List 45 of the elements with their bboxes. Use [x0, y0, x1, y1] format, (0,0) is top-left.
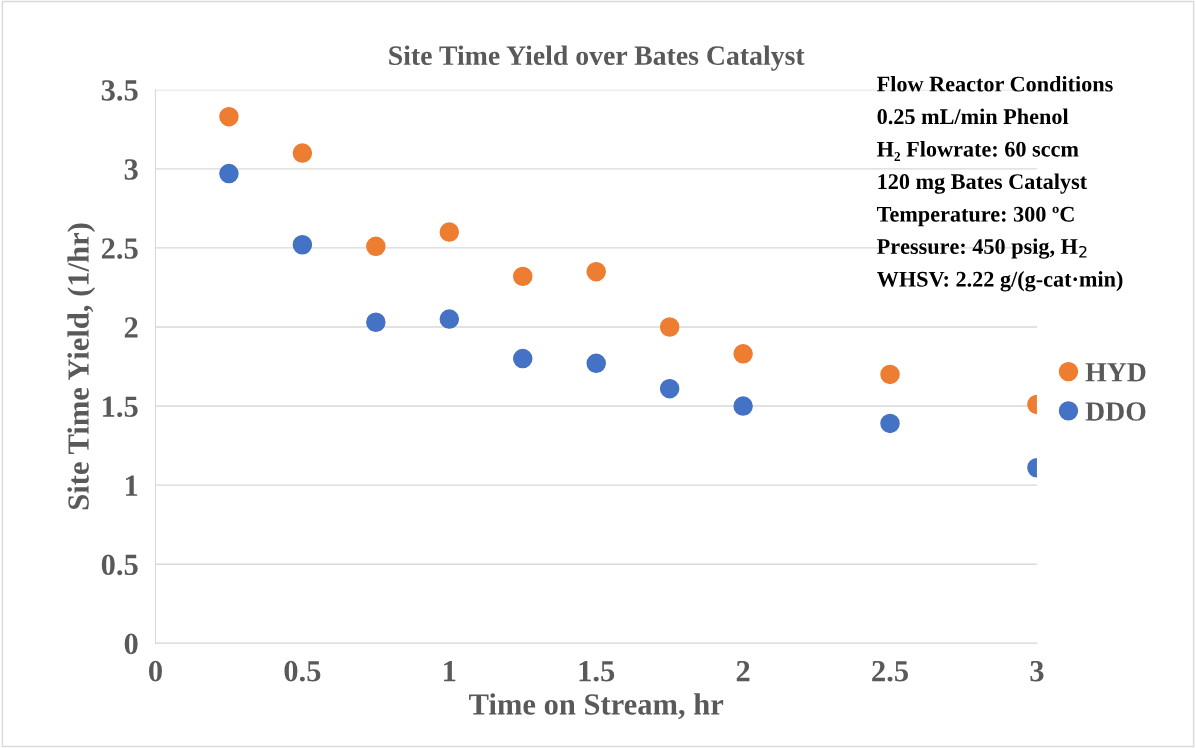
y-tick-label: 2	[124, 317, 138, 338]
annotation: WHSV: 2.22 g/(g-cat·min)	[876, 271, 1123, 292]
annotation: 120 mg Bates Catalyst	[878, 173, 1088, 194]
x-tick-label: 3	[1030, 660, 1044, 682]
annotation: Flow Reactor Conditions	[877, 75, 1113, 92]
y-tick-label: 2.5	[101, 238, 138, 259]
x-tick-label: 1.5	[579, 660, 615, 682]
y-tick-label: 3	[124, 159, 138, 180]
point	[513, 348, 533, 369]
annotation: Pressure: 450 psig, H$_{2}$	[877, 238, 1087, 259]
annotation: 0.25 mL/min Phenol	[877, 108, 1069, 125]
y-axis-title: Site Time Yield, (1/hr)	[67, 223, 96, 510]
point	[366, 236, 386, 257]
point	[219, 106, 239, 127]
point	[219, 163, 239, 184]
point	[292, 143, 313, 163]
point	[439, 222, 460, 242]
annotation: H₂ Flowrate: 60 sccm	[877, 141, 1079, 161]
point	[513, 266, 533, 287]
point	[880, 364, 900, 385]
y-tick-label: 0	[124, 633, 138, 655]
chart-title: Site Time Yield over Bates Catalyst	[389, 45, 805, 71]
point	[880, 413, 900, 434]
y-tick-label: 1	[125, 475, 138, 496]
x-tick-label: 0.5	[284, 660, 321, 682]
point	[733, 344, 753, 364]
point	[659, 317, 680, 337]
point	[439, 309, 460, 329]
x-axis-title: Time on Stream, hr	[469, 693, 724, 720]
x-tick-label: 2	[736, 660, 750, 682]
point	[659, 378, 680, 399]
point	[586, 353, 606, 374]
legend-label: HYD	[1085, 363, 1146, 382]
x-tick-label: 1	[444, 660, 456, 682]
point	[733, 396, 753, 416]
annotation: Temperature: 300 ºC	[877, 206, 1074, 227]
x-tick-label: 0	[149, 660, 162, 682]
legend-label: DDO	[1085, 402, 1146, 421]
point	[366, 312, 386, 332]
y-tick-label: 1.5	[103, 396, 138, 418]
point	[292, 234, 313, 255]
y-tick-label: 3.5	[101, 80, 138, 101]
x-tick-label: 2.5	[872, 660, 908, 682]
y-tick-label: 0.5	[101, 554, 138, 576]
point	[586, 261, 606, 282]
